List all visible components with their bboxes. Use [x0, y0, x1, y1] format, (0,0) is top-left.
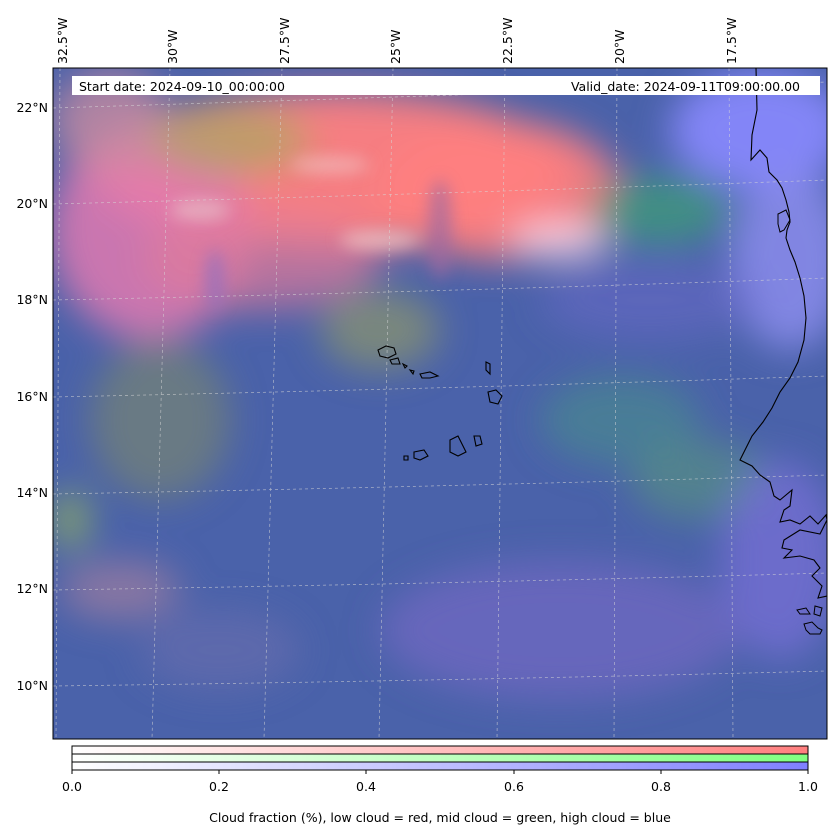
- start-date: Start date: 2024-09-10_00:00:00: [79, 79, 285, 94]
- lon-label: 22.5°W: [500, 18, 515, 64]
- coastal-island: [777, 209, 791, 233]
- colorbar-low-cloud: [72, 746, 808, 754]
- cloud-fraction-field: [53, 68, 827, 739]
- lat-label: 10°N: [16, 678, 48, 693]
- coastal-island: [796, 607, 811, 615]
- coastal-island: [813, 605, 823, 617]
- lat-label: 14°N: [16, 485, 48, 500]
- lon-label: 27.5°W: [277, 18, 292, 64]
- colorbar-tick: 0.2: [209, 779, 229, 794]
- lon-label: 20°W: [612, 29, 627, 64]
- longitude-labels: 32.5°W 30°W 27.5°W 25°W 22.5°W 20°W 17.5…: [55, 18, 739, 64]
- colorbar-caption: Cloud fraction (%), low cloud = red, mid…: [209, 810, 671, 825]
- colorbar: 0.0 0.2 0.4 0.6 0.8 1.0: [62, 745, 818, 794]
- valid-date: Valid_date: 2024-09-11T09:00:00.00: [571, 79, 800, 94]
- lat-label: 12°N: [16, 581, 48, 596]
- cape-verde-islands: [377, 345, 503, 461]
- latitude-labels: 22°N 20°N 18°N 16°N 14°N 12°N 10°N: [16, 100, 48, 693]
- colorbar-mid-cloud: [72, 754, 808, 762]
- coastal-island: [803, 621, 823, 635]
- lat-label: 16°N: [16, 389, 48, 404]
- colorbar-tick: 0.0: [62, 779, 82, 794]
- colorbar-tick: 0.8: [651, 779, 671, 794]
- lon-label: 25°W: [388, 29, 403, 64]
- africa-coastline: [739, 68, 827, 599]
- lon-label: 32.5°W: [55, 18, 70, 64]
- lat-label: 20°N: [16, 196, 48, 211]
- lat-label: 22°N: [16, 100, 48, 115]
- date-banner: [72, 76, 820, 95]
- lat-label: 18°N: [16, 292, 48, 307]
- colorbar-tick: 0.6: [504, 779, 524, 794]
- graticule: [53, 68, 827, 739]
- colorbar-high-cloud: [72, 762, 808, 770]
- lon-label: 17.5°W: [724, 18, 739, 64]
- lon-label: 30°W: [165, 29, 180, 64]
- map-frame: [52, 67, 828, 740]
- colorbar-tick: 1.0: [798, 779, 818, 794]
- colorbar-tick: 0.4: [356, 779, 376, 794]
